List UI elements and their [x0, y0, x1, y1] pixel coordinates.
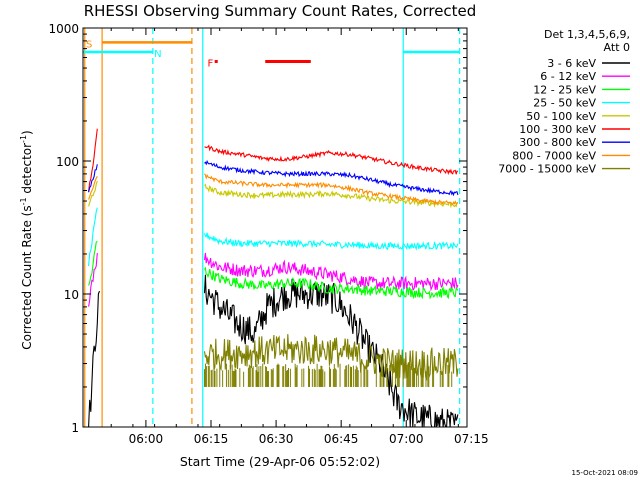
x-tick-label: 07:00: [389, 432, 424, 446]
series-line: [88, 176, 98, 200]
flag-label: N: [154, 49, 161, 60]
series-lines: [88, 128, 459, 428]
x-tick-label: 06:15: [194, 432, 229, 446]
series-line: [203, 252, 459, 292]
vertical-marker-lines: [84, 28, 461, 427]
x-axis-ticks: 06:00 06:15 06:30 06:45 07:00 07:15: [110, 28, 489, 446]
series-line: [88, 128, 98, 192]
series-line: [88, 290, 101, 428]
flag-label: F: [208, 58, 214, 69]
footer-date: 15-Oct-2021 08:09: [572, 469, 638, 477]
x-tick-label: 06:45: [324, 432, 359, 446]
y-tick-label: 100: [56, 155, 79, 169]
legend-header-line-2: Att 0: [604, 41, 630, 54]
x-tick-label: 07:15: [454, 432, 489, 446]
series-line: [204, 144, 459, 176]
flag-dot: [214, 59, 218, 63]
series-line: [88, 240, 98, 286]
series-line: [204, 173, 459, 206]
legend-entry-label: 3 - 6 keV: [547, 57, 596, 70]
x-tick-label: 06:00: [129, 432, 164, 446]
y-axis-ticks: 1 10 100 1000: [48, 22, 467, 435]
flag-bars: S N F: [83, 39, 460, 69]
y-tick-label: 1000: [48, 22, 79, 36]
legend-entry-label: 100 - 300 keV: [519, 123, 596, 136]
series-line: [88, 253, 98, 307]
legend-entry-label: 800 - 7000 keV: [512, 149, 596, 162]
chart-title: RHESSI Observing Summary Count Rates, Co…: [84, 2, 477, 20]
y-axis-label: Corrected Count Rate (s-1 detector-1): [19, 130, 34, 349]
series-line: [88, 207, 98, 267]
series-line: [88, 164, 98, 193]
flag-label: S: [86, 39, 92, 50]
legend-entry-label: 7000 - 15000 keV: [498, 163, 596, 176]
x-tick-label: 06:30: [259, 432, 294, 446]
legend-entry-label: 12 - 25 keV: [533, 83, 596, 96]
y-tick-label: 1: [71, 421, 79, 435]
legend-entry-label: 6 - 12 keV: [540, 70, 596, 83]
x-axis-label: Start Time (29-Apr-06 05:52:02): [180, 454, 380, 469]
legend-entry-label: 300 - 800 keV: [519, 136, 596, 149]
series-line: [204, 159, 459, 197]
legend-header-line-1: Det 1,3,4,5,6,9,: [544, 28, 630, 41]
series-line: [203, 334, 459, 381]
y-tick-label: 10: [64, 288, 79, 302]
legend-entry-label: 25 - 50 keV: [533, 97, 596, 110]
legend-entry-label: 50 - 100 keV: [526, 110, 596, 123]
plot-area: S N F 06:00 06:15 06:30 06:45 07:00 07:15 1 10 10…: [48, 22, 488, 446]
plot-frame: [82, 27, 468, 428]
series-line: [88, 180, 98, 207]
series-line: [203, 232, 459, 251]
series-line: [204, 266, 459, 300]
